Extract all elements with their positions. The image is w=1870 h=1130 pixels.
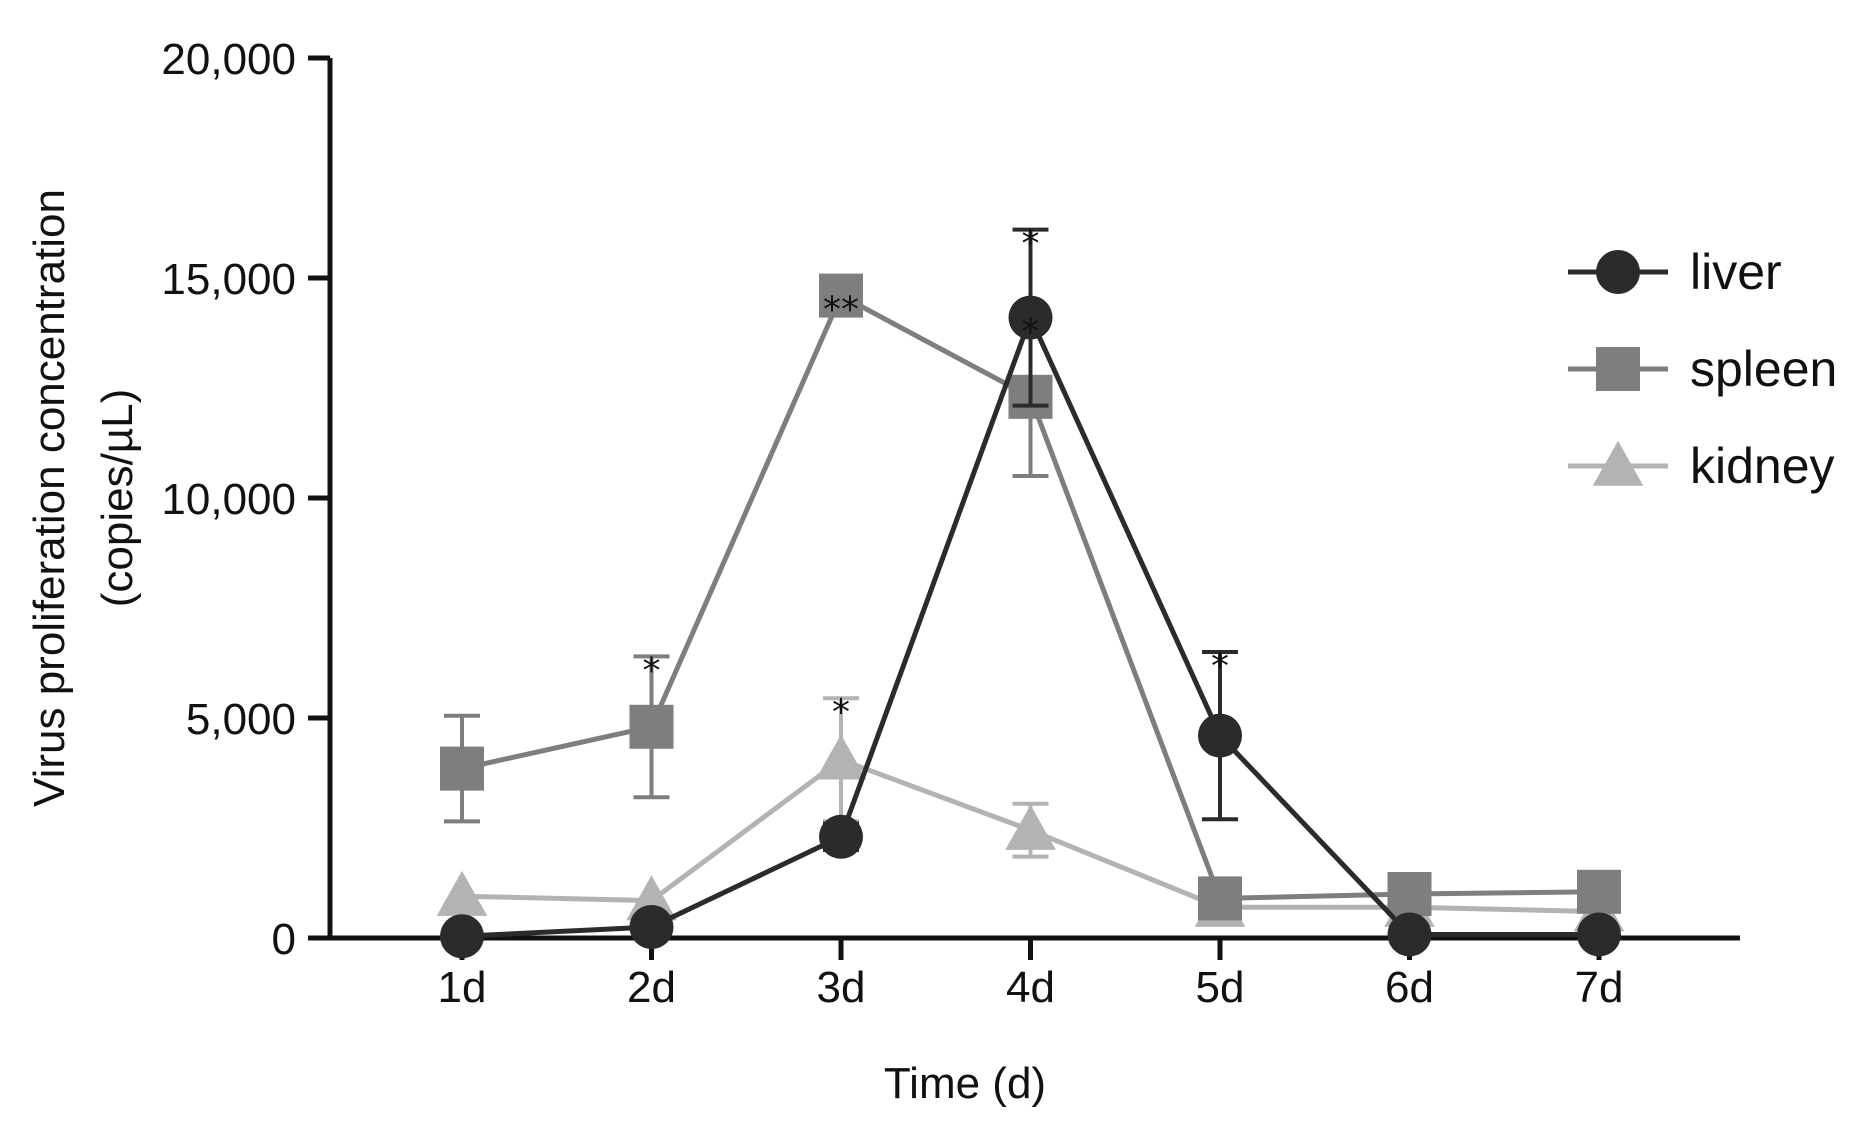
x-tick-label: 7d [1575,963,1624,1012]
significance-marker: * [1211,646,1229,687]
legend-item-kidney: kidney [1568,438,1835,494]
legend: liver spleen kidney [1568,244,1837,494]
x-tick-label: 1d [438,963,487,1012]
legend-label: liver [1690,244,1782,300]
data-point-liver [1198,713,1242,758]
significance-marker: * [832,692,850,733]
y-tick-label: 10,000 [161,475,296,524]
significance-markers: ******* [643,224,1230,734]
legend-marker-spleen [1596,347,1640,391]
data-point-spleen [819,273,863,318]
y-axis-title: Virus proliferation concentration (copie… [25,189,142,807]
data-point-liver [629,905,674,949]
legend-marker-liver [1596,250,1640,294]
legend-item-liver: liver [1568,244,1782,300]
y-tick-label: 0 [272,915,296,964]
significance-marker: * [1022,224,1040,265]
x-tick-label: 6d [1385,963,1434,1012]
legend-label: kidney [1690,438,1835,494]
significance-marker: * [643,650,661,691]
series-liver [440,227,1621,959]
data-point-spleen [1387,872,1432,916]
x-tick-label: 2d [627,963,676,1012]
x-ticks: 1d 2d 3d 4d 5d 6d 7d [438,938,1624,1012]
series-layer [436,227,1625,959]
data-point-spleen [1577,869,1621,914]
data-point-liver [819,814,863,859]
data-point-liver [440,914,484,959]
data-point-spleen [629,704,674,749]
y-tick-label: 20,000 [161,35,296,84]
y-axis-title-line-1: Virus proliferation concentration [25,189,74,807]
significance-marker: ** [823,290,859,331]
x-tick-label: 4d [1006,963,1055,1012]
y-tick-label: 15,000 [161,255,296,304]
legend-marker-kidney [1592,440,1644,486]
x-tick-label: 5d [1196,963,1245,1012]
data-point-kidney [436,870,488,916]
x-axis-title: Time (d) [884,1059,1046,1108]
data-point-kidney [1005,804,1056,850]
x-tick-label: 3d [817,963,866,1012]
data-point-liver [1387,912,1432,957]
data-point-spleen [1198,876,1242,921]
y-axis-title-line-2: (copies/µL) [93,389,142,608]
y-tick-label: 5,000 [186,695,296,744]
legend-label: spleen [1690,341,1837,397]
data-point-liver [1008,295,1053,340]
axes [327,58,1740,941]
data-point-liver [1577,912,1621,957]
y-ticks: 0 5,000 10,000 15,000 20,000 [161,35,330,964]
data-point-spleen [440,746,484,791]
significance-marker: * [1022,312,1040,353]
data-point-kidney [815,734,867,780]
legend-item-spleen: spleen [1568,341,1837,397]
